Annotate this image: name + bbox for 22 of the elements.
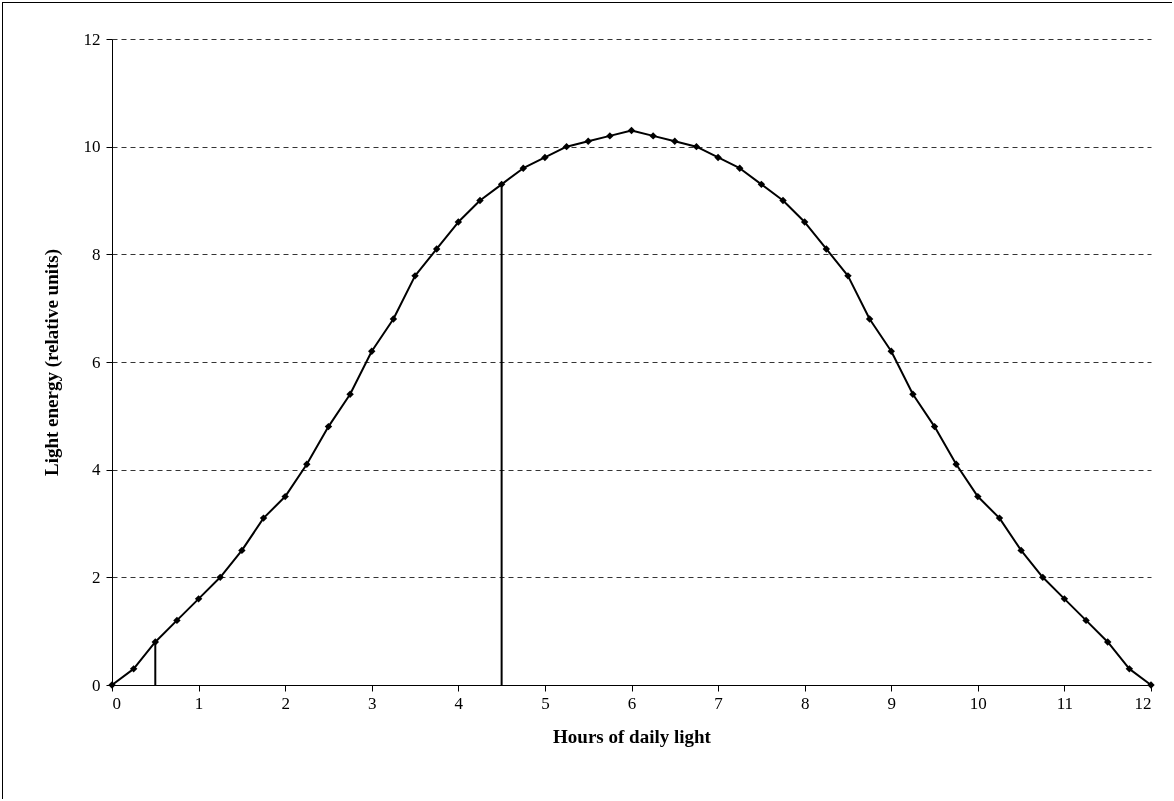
x-tick-label: 8 [800, 693, 810, 713]
y-tick-label: 2 [92, 567, 101, 587]
x-tick-label: 4 [454, 693, 464, 713]
x-tick-label: 3 [368, 693, 377, 713]
y-tick-label: 8 [92, 244, 101, 264]
x-axis-title: Hours of daily light [553, 725, 712, 747]
y-tick-label: 12 [83, 29, 101, 49]
x-tick-label: 9 [887, 693, 896, 713]
y-tick-label: 10 [83, 137, 101, 157]
y-tick-label: 4 [92, 460, 101, 480]
x-tick-label: 10 [969, 693, 987, 713]
x-tick-label: 7 [714, 693, 724, 713]
y-tick-label: 6 [92, 352, 101, 372]
x-tick-label: 6 [627, 693, 637, 713]
x-tick-label: 0 [112, 693, 121, 713]
x-tick-label: 5 [541, 693, 550, 713]
x-tick-label: 2 [281, 693, 290, 713]
x-tick-label: 11 [1056, 693, 1074, 713]
y-axis-title: Light energy (relative units) [40, 248, 63, 477]
x-tick-label: 12 [1134, 693, 1152, 713]
y-tick-label: 0 [92, 675, 101, 695]
x-tick-label: 1 [194, 693, 204, 713]
